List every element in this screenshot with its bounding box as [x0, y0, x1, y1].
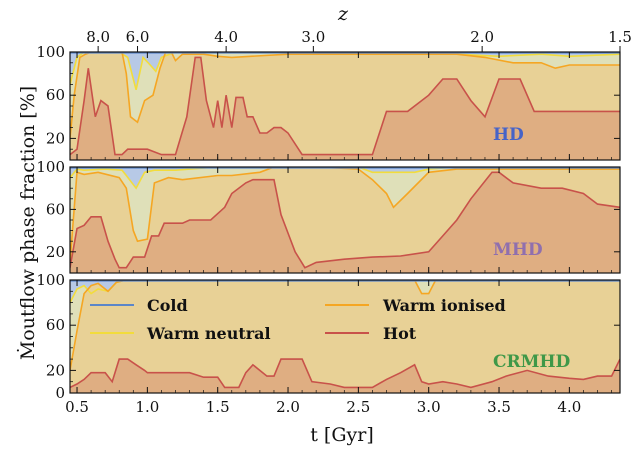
- panel-tag-hd: HD: [493, 125, 524, 145]
- legend-label-cold: Cold: [147, 296, 188, 315]
- y-tick-label: 20: [46, 129, 65, 147]
- y-tick-label: 100: [36, 158, 65, 176]
- warm-neutral-line: [70, 167, 620, 190]
- warm-neutral-line: [70, 52, 620, 91]
- hot-area: [70, 172, 620, 273]
- x-tick-label: 3.5: [487, 398, 511, 416]
- warm-ionised-area: [70, 280, 620, 393]
- panel-tag-crmhd: CRMHD: [493, 352, 571, 372]
- y-tick-label: 60: [46, 200, 65, 218]
- legend-label-warm-neutral: Warm neutral: [146, 324, 271, 343]
- panel-hd: 20 60 100: [36, 43, 621, 161]
- panel-tag-mhd: MHD: [493, 240, 543, 260]
- warm-ionised-line: [70, 280, 620, 371]
- y-axis-label: Ṁoutflow phase fraction [%]: [16, 86, 39, 360]
- panel-crmhd: 0 20 60 100: [36, 271, 621, 402]
- top-axis-label: z: [337, 3, 349, 25]
- z-tick-label: 8.0: [86, 28, 110, 46]
- x-tick-label: 1.5: [206, 398, 230, 416]
- y-tick-label: 20: [46, 243, 65, 261]
- x-tick-label: 4.0: [557, 398, 581, 416]
- y-tick-label: 20: [46, 361, 65, 379]
- z-tick-label: 6.0: [126, 28, 150, 46]
- warm-neutral-line: [70, 280, 620, 303]
- x-tick-label: 1.0: [135, 398, 159, 416]
- x-tick-label: 3.0: [417, 398, 441, 416]
- y-tick-label: 60: [46, 86, 65, 104]
- y-tick-label: 60: [46, 316, 65, 334]
- hot-line: [70, 171, 620, 269]
- y-tick-label: 0: [55, 384, 65, 402]
- x-tick-label: 2.5: [346, 398, 370, 416]
- z-tick-label: 3.0: [301, 28, 325, 46]
- warm-ionised-line: [70, 167, 620, 263]
- x-tick-label: 2.0: [276, 398, 300, 416]
- z-tick-label: 4.0: [214, 28, 238, 46]
- hot-area: [70, 57, 620, 160]
- axes: 0.5 1.0 1.5 2.0 2.5 3.0 3.5 4.0 8.0 6.0 4.0 3.0 2.0 1…: [65, 28, 632, 416]
- z-tick-label: 1.5: [608, 28, 632, 46]
- y-tick-label: 100: [36, 271, 65, 289]
- x-tick-label: 0.5: [65, 398, 89, 416]
- panels: 20 60 100 20 60 100 0 20 60 100: [36, 43, 621, 402]
- x-axis-label: t [Gyr]: [310, 424, 374, 446]
- panel-plot-area: [70, 167, 620, 273]
- z-tick-label: 2.0: [470, 28, 494, 46]
- legend-label-hot: Hot: [383, 324, 417, 343]
- panel-plot-area: [70, 52, 620, 160]
- panel-mhd: 20 60 100: [36, 158, 621, 274]
- warm-ionised-line: [70, 52, 620, 139]
- hot-line: [70, 56, 620, 156]
- legend-label-warm-ionised: Warm ionised: [382, 296, 506, 315]
- panel-plot-area: [70, 280, 620, 393]
- legend: Cold Warm neutral Warm ionised Hot: [90, 296, 506, 343]
- hot-line: [70, 358, 620, 389]
- y-tick-label: 100: [36, 43, 65, 61]
